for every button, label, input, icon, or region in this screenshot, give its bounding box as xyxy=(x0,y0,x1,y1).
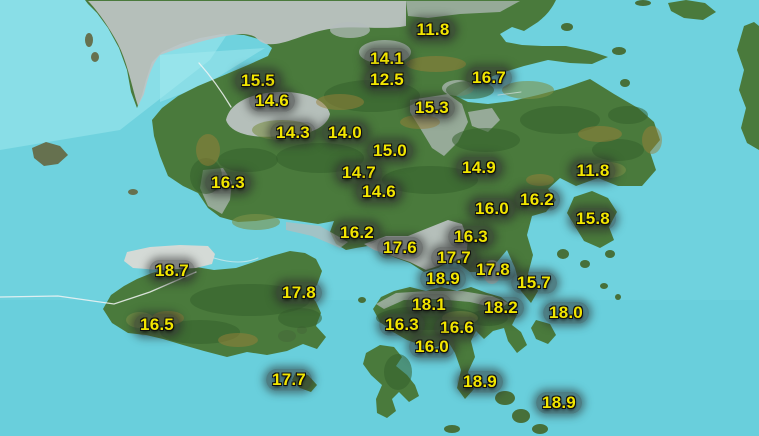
temperature-label: 15.5 xyxy=(235,69,281,93)
temperature-label: 16.6 xyxy=(434,316,480,340)
islet xyxy=(561,23,573,31)
temperature-label: 16.5 xyxy=(134,313,180,337)
islet xyxy=(278,330,296,342)
temperature-label: 18.0 xyxy=(543,301,589,325)
tung-lung-island xyxy=(531,320,556,344)
temperature-label: 15.3 xyxy=(409,96,455,120)
temperature-label: 15.8 xyxy=(570,207,616,231)
islet xyxy=(444,425,460,433)
ridge xyxy=(218,148,278,172)
ridge xyxy=(592,139,644,161)
ridge xyxy=(382,166,478,194)
islet xyxy=(635,0,651,6)
temperature-label: 15.7 xyxy=(511,271,557,295)
urban-ma-on-shan xyxy=(468,108,500,132)
plover-cove-dam xyxy=(497,91,522,96)
islet xyxy=(91,52,99,62)
western-island xyxy=(32,142,68,166)
temperature-label: 17.7 xyxy=(266,368,312,392)
temperature-label: 16.3 xyxy=(205,171,251,195)
temperature-label: 14.7 xyxy=(336,161,382,185)
airport-link-road xyxy=(213,257,259,263)
temperature-label: 18.9 xyxy=(536,391,582,415)
islet xyxy=(512,409,530,423)
temperature-label: 12.5 xyxy=(364,68,410,92)
temperature-label: 16.0 xyxy=(469,197,515,221)
shenzhen-bay-bridge xyxy=(198,62,232,108)
islet xyxy=(297,326,307,334)
temperature-label: 11.8 xyxy=(410,18,456,42)
boundary-line-west xyxy=(0,271,197,305)
temperature-label: 14.1 xyxy=(364,47,410,71)
temperature-label: 14.6 xyxy=(356,180,402,204)
islet xyxy=(605,250,615,258)
urban-sheung-shui xyxy=(330,22,370,38)
temperature-label: 18.7 xyxy=(149,259,195,283)
islet xyxy=(612,47,626,55)
temperature-label: 16.3 xyxy=(448,225,494,249)
terrain-patch xyxy=(316,94,364,110)
urban-shenzhen xyxy=(88,1,406,106)
terrain-patch xyxy=(642,126,662,154)
ridge xyxy=(520,106,600,134)
temperature-label: 17.8 xyxy=(470,258,516,282)
temperature-label: 14.6 xyxy=(249,89,295,113)
terrain-patch xyxy=(526,174,554,186)
terrain-patch xyxy=(502,81,554,99)
temperature-label: 18.2 xyxy=(478,296,524,320)
terrain-patch xyxy=(196,134,220,166)
temperature-label: 16.7 xyxy=(466,66,512,90)
temperature-label: 17.8 xyxy=(276,281,322,305)
temperature-label: 16.2 xyxy=(334,221,380,245)
terrain-patch xyxy=(406,56,466,72)
islet xyxy=(620,79,630,87)
temperature-label: 14.3 xyxy=(270,121,316,145)
islet xyxy=(580,260,590,268)
urban-shenzhen-east xyxy=(406,1,520,18)
ridge xyxy=(384,354,412,390)
deep-bay-shade xyxy=(160,48,265,102)
ridge xyxy=(278,308,322,328)
temperature-label: 14.9 xyxy=(456,156,502,180)
temperature-label: 16.2 xyxy=(514,188,560,212)
islet xyxy=(600,283,608,289)
terrain-patch xyxy=(218,333,258,347)
terrain-patch xyxy=(232,214,280,230)
temperature-label: 18.9 xyxy=(420,267,466,291)
temperature-label: 14.0 xyxy=(322,121,368,145)
northeast-island xyxy=(668,0,716,20)
ridge xyxy=(608,106,648,124)
terrain-patch xyxy=(578,126,622,142)
ridge xyxy=(452,128,520,152)
temperature-label: 16.3 xyxy=(379,313,425,337)
islet xyxy=(532,424,548,434)
islet xyxy=(128,189,138,195)
islet xyxy=(85,33,93,47)
islet xyxy=(557,249,569,259)
temperature-label: 15.0 xyxy=(367,139,413,163)
temperature-label: 17.6 xyxy=(377,236,423,260)
temperature-label: 18.1 xyxy=(406,293,452,317)
temperature-label: 16.0 xyxy=(409,335,455,359)
temperature-label: 11.8 xyxy=(570,159,616,183)
islet xyxy=(495,391,515,405)
urban-tsuen-wan xyxy=(286,222,348,248)
islet xyxy=(358,297,366,303)
islet xyxy=(615,294,621,300)
temperature-label: 17.7 xyxy=(431,246,477,270)
east-coast-strip xyxy=(737,22,759,150)
temperature-label: 18.9 xyxy=(457,370,503,394)
